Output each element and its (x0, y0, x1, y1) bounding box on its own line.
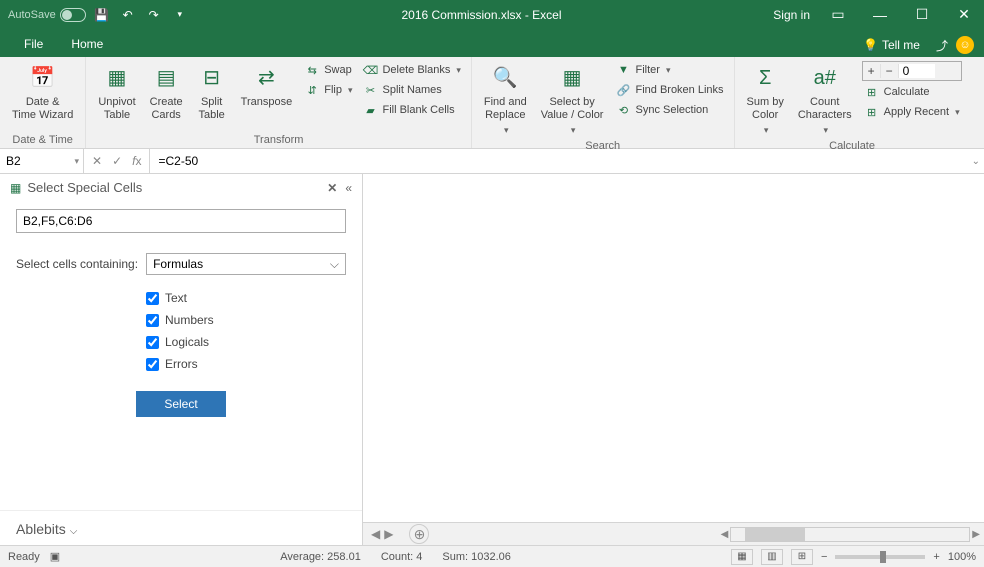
ribbon-options-icon[interactable]: ▭ (824, 1, 852, 29)
unpivot-table-button[interactable]: ▦Unpivot Table (94, 61, 139, 124)
find-replace-button[interactable]: 🔍Find and Replace▾ (480, 61, 531, 138)
feedback-icon[interactable]: ☺ (956, 36, 974, 54)
zoom-out-icon[interactable]: − (821, 551, 827, 563)
spreadsheet: ◀ ▶ ⊕ ◀ ▶ (363, 174, 984, 545)
range-input[interactable] (16, 209, 346, 233)
macro-record-icon[interactable]: ▣ (50, 550, 60, 563)
horizontal-scrollbar[interactable] (730, 527, 970, 542)
chk-errors[interactable]: Errors (146, 357, 346, 371)
title-bar: AutoSave 💾 ↶ ↷ ▾ 2016 Commission.xlsx - … (0, 0, 984, 29)
containing-label: Select cells containing: (16, 257, 138, 271)
panel-close-icon[interactable]: ✕ (327, 181, 337, 195)
redo-icon[interactable]: ↷ (144, 5, 164, 25)
formula-input[interactable]: =C2-50⌄ (150, 149, 984, 173)
containing-select[interactable]: Formulas (146, 253, 346, 275)
find-broken-links-button[interactable]: 🔗Find Broken Links (613, 81, 725, 99)
status-bar: Ready ▣ Average: 258.01 Count: 4 Sum: 10… (0, 545, 984, 567)
zoom-slider[interactable] (835, 555, 925, 559)
maximize-icon[interactable]: ☐ (908, 1, 936, 29)
zoom-level[interactable]: 100% (948, 551, 976, 563)
accept-formula-icon[interactable]: ✓ (112, 154, 122, 168)
flip-button[interactable]: ⇵Flip▾ (302, 81, 354, 99)
hscroll-right-icon[interactable]: ▶ (972, 529, 980, 540)
sync-selection-button[interactable]: ⟲Sync Selection (613, 101, 725, 119)
status-average: Average: 258.01 (280, 551, 361, 563)
select-by-value-button[interactable]: ▦Select by Value / Color▾ (537, 61, 608, 138)
cancel-formula-icon[interactable]: ✕ (92, 154, 102, 168)
ribbon-tabs: File Home 💡 Tell me ⤴ ☺ (0, 29, 984, 57)
sheet-tabs: ◀ ▶ ⊕ ◀ ▶ (363, 522, 984, 545)
sum-by-color-button[interactable]: ΣSum by Color▾ (743, 61, 788, 138)
hscroll-left-icon[interactable]: ◀ (721, 529, 729, 540)
panel-title: Select Special Cells (27, 180, 142, 195)
chk-logicals[interactable]: Logicals (146, 335, 346, 349)
apply-recent-button[interactable]: ⊞Apply Recent▾ (862, 103, 962, 121)
fx-icon[interactable]: fx (132, 154, 141, 168)
formula-bar: B2 ✕ ✓ fx =C2-50⌄ (0, 149, 984, 174)
panel-icon: ▦ (10, 181, 21, 195)
close-icon[interactable]: ✕ (950, 1, 978, 29)
tab-prev-icon[interactable]: ◀ (371, 527, 380, 541)
ribbon: 📅Date & Time Wizard Date & Time ▦Unpivot… (0, 57, 984, 149)
select-button[interactable]: Select (136, 391, 225, 417)
save-icon[interactable]: 💾 (92, 5, 112, 25)
minimize-icon[interactable]: — (866, 1, 894, 29)
calculate-button[interactable]: ⊞Calculate (862, 83, 962, 101)
expand-formula-icon[interactable]: ⌄ (972, 156, 980, 167)
autosave-toggle[interactable]: AutoSave (8, 8, 86, 22)
qat-dropdown-icon[interactable]: ▾ (170, 5, 190, 25)
add-sheet-button[interactable]: ⊕ (409, 524, 429, 544)
sign-in-link[interactable]: Sign in (773, 8, 810, 22)
group-label: Date & Time (8, 132, 77, 146)
name-box[interactable]: B2 (0, 149, 84, 173)
status-sum: Sum: 1032.06 (442, 551, 511, 563)
delete-blanks-button[interactable]: ⌫Delete Blanks▾ (360, 61, 462, 79)
tell-me[interactable]: 💡 Tell me (855, 33, 928, 57)
count-characters-button[interactable]: a#Count Characters▾ (794, 61, 856, 138)
panel-collapse-icon[interactable]: « (345, 181, 352, 195)
split-names-button[interactable]: ✂Split Names (360, 81, 462, 99)
tab-next-icon[interactable]: ▶ (384, 527, 393, 541)
tab-file[interactable]: File (8, 32, 59, 57)
view-normal-icon[interactable]: ▦ (731, 549, 753, 565)
side-panel: ▦ Select Special Cells ✕ « Select cells … (0, 174, 363, 545)
chk-text[interactable]: Text (146, 291, 346, 305)
swap-button[interactable]: ⇆Swap (302, 61, 354, 79)
status-ready: Ready (8, 551, 40, 563)
share-icon[interactable]: ⤴ (936, 37, 948, 54)
zoom-in-icon[interactable]: + (933, 551, 939, 563)
chk-numbers[interactable]: Numbers (146, 313, 346, 327)
brand-label[interactable]: Ablebits ⌵ (16, 521, 77, 537)
status-count: Count: 4 (381, 551, 423, 563)
transpose-button[interactable]: ⇄Transpose (237, 61, 297, 111)
split-table-button[interactable]: ⊟Split Table (193, 61, 231, 124)
window-title: 2016 Commission.xlsx - Excel (190, 8, 774, 22)
date-time-wizard-button[interactable]: 📅Date & Time Wizard (8, 61, 77, 124)
group-label: Transform (94, 132, 463, 146)
number-spinner[interactable]: +− (862, 61, 962, 81)
filter-button[interactable]: ▼Filter▾ (613, 61, 725, 79)
undo-icon[interactable]: ↶ (118, 5, 138, 25)
create-cards-button[interactable]: ▤Create Cards (146, 61, 187, 124)
fill-blanks-button[interactable]: ▰Fill Blank Cells (360, 101, 462, 119)
view-page-layout-icon[interactable]: ▥ (761, 549, 783, 565)
tab-home[interactable]: Home (59, 32, 115, 57)
view-page-break-icon[interactable]: ⊞ (791, 549, 813, 565)
